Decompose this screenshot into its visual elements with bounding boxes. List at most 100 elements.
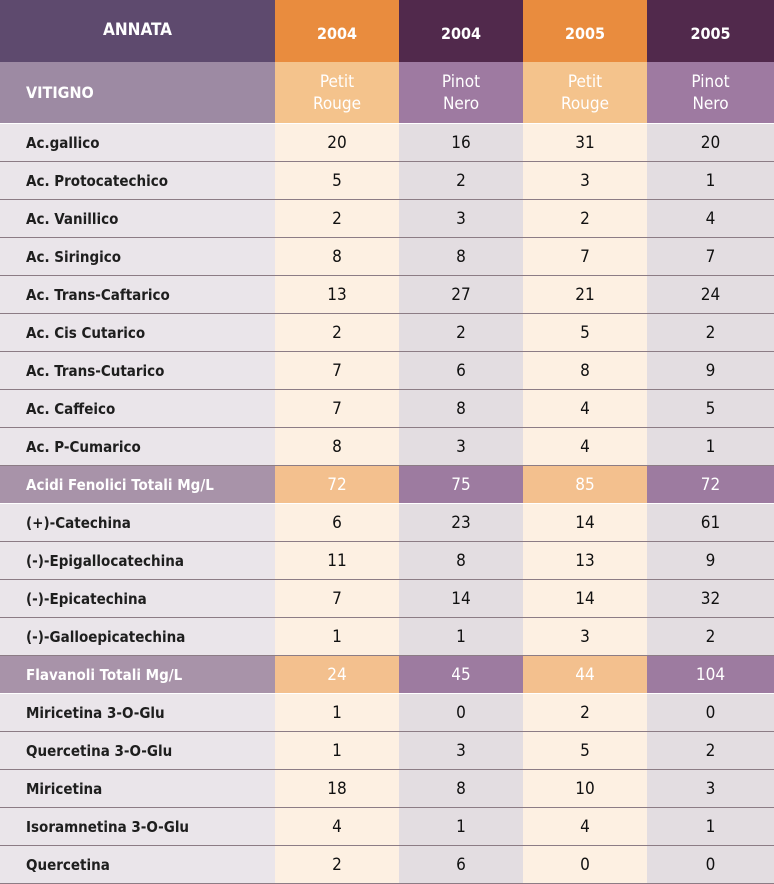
value-cell: 0 [399,694,523,731]
value-cell: 32 [647,580,774,617]
value-cell: 7 [275,580,399,617]
table-row: Ac. Cis Cutarico 2 2 5 2 [0,314,774,352]
value-cell: 21 [523,276,647,313]
value-cell: 20 [275,124,399,161]
row-label: Ac. P-Cumarico [0,428,275,465]
value-cell: 45 [399,656,523,693]
value-cell: 7 [275,390,399,427]
value-cell: 7 [647,238,774,275]
value-cell: 11 [275,542,399,579]
value-cell: 9 [647,352,774,389]
value-cell: 8 [275,428,399,465]
variety-header: Petit Rouge [523,62,647,123]
value-cell: 27 [399,276,523,313]
row-label: Ac. Siringico [0,238,275,275]
table-row: Ac. P-Cumarico 8 3 4 1 [0,428,774,466]
value-cell: 6 [399,352,523,389]
value-cell: 7 [275,352,399,389]
row-label: Quercetina 3-O-Glu [0,732,275,769]
value-cell: 7 [523,238,647,275]
total-row: Acidi Fenolici Totali Mg/L 72 75 85 72 [0,466,774,504]
variety-header: Pinot Nero [399,62,523,123]
value-cell: 14 [523,580,647,617]
year-header: 2004 [399,0,523,62]
value-cell: 24 [275,656,399,693]
value-cell: 3 [399,732,523,769]
row-label: Flavanoli Totali Mg/L [0,656,275,693]
value-cell: 31 [523,124,647,161]
row-label: Ac. Trans-Caftarico [0,276,275,313]
table-row: Miricetina 18 8 10 3 [0,770,774,808]
row-label: (-)-Galloepicatechina [0,618,275,655]
table-row: Ac. Vanillico 2 3 2 4 [0,200,774,238]
value-cell: 75 [399,466,523,503]
value-cell: 2 [523,200,647,237]
value-cell: 44 [523,656,647,693]
table-body: Ac.gallico 20 16 31 20 Ac. Protocatechico 5 2 3 1… [0,124,774,884]
value-cell: 2 [647,732,774,769]
value-cell: 1 [275,732,399,769]
table-row: (+)-Catechina 6 23 14 61 [0,504,774,542]
total-row: Flavanoli Totali Mg/L 24 45 44 104 [0,656,774,694]
value-cell: 4 [647,200,774,237]
value-cell: 1 [399,808,523,845]
value-cell: 9 [647,542,774,579]
value-cell: 72 [647,466,774,503]
year-header: 2004 [275,0,399,62]
value-cell: 2 [647,618,774,655]
value-cell: 5 [647,390,774,427]
value-cell: 24 [647,276,774,313]
value-cell: 20 [647,124,774,161]
row-label: Ac. Vanillico [0,200,275,237]
row-label: (-)-Epicatechina [0,580,275,617]
value-cell: 2 [399,314,523,351]
table-row: Quercetina 3-O-Glu 1 3 5 2 [0,732,774,770]
value-cell: 2 [275,846,399,883]
row-label: (+)-Catechina [0,504,275,541]
table-row: Ac. Protocatechico 5 2 3 1 [0,162,774,200]
header-row-year: ANNATA 2004 2004 2005 2005 [0,0,774,62]
value-cell: 8 [399,770,523,807]
row-label: Miricetina 3-O-Glu [0,694,275,731]
table-row: Ac.gallico 20 16 31 20 [0,124,774,162]
header-row-variety: VITIGNO Petit Rouge Pinot Nero Petit Rouge … [0,62,774,124]
value-cell: 8 [399,238,523,275]
value-cell: 8 [399,390,523,427]
value-cell: 1 [275,694,399,731]
value-cell: 0 [523,846,647,883]
table-row: Miricetina 3-O-Glu 1 0 2 0 [0,694,774,732]
value-cell: 4 [523,390,647,427]
value-cell: 23 [399,504,523,541]
value-cell: 3 [647,770,774,807]
value-cell: 14 [523,504,647,541]
row-label: Miricetina [0,770,275,807]
value-cell: 2 [647,314,774,351]
value-cell: 1 [275,618,399,655]
value-cell: 3 [523,618,647,655]
annata-header: ANNATA [0,0,275,62]
value-cell: 4 [523,428,647,465]
row-label: Ac. Cis Cutarico [0,314,275,351]
year-header: 2005 [647,0,774,62]
value-cell: 5 [523,732,647,769]
row-label: Isoramnetina 3-O-Glu [0,808,275,845]
row-label: Ac. Trans-Cutarico [0,352,275,389]
value-cell: 3 [399,200,523,237]
table-row: Ac. Trans-Caftarico 13 27 21 24 [0,276,774,314]
row-label: Ac. Caffeico [0,390,275,427]
value-cell: 61 [647,504,774,541]
value-cell: 3 [399,428,523,465]
table-row: (-)-Galloepicatechina 1 1 3 2 [0,618,774,656]
value-cell: 104 [647,656,774,693]
row-label: (-)-Epigallocatechina [0,542,275,579]
value-cell: 8 [523,352,647,389]
variety-header: Pinot Nero [647,62,774,123]
value-cell: 0 [647,846,774,883]
value-cell: 85 [523,466,647,503]
row-label: Ac.gallico [0,124,275,161]
value-cell: 4 [523,808,647,845]
value-cell: 2 [275,200,399,237]
value-cell: 2 [275,314,399,351]
value-cell: 1 [399,618,523,655]
value-cell: 1 [647,428,774,465]
